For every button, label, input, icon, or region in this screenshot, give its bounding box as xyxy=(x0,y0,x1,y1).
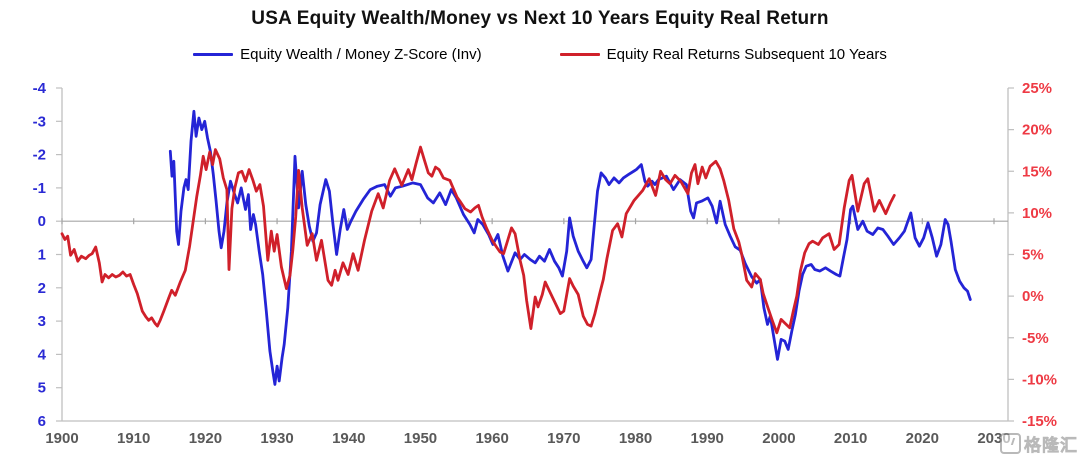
legend-label-zscore: Equity Wealth / Money Z-Score (Inv) xyxy=(240,46,482,63)
x-axis-tick-label: 1930 xyxy=(260,430,293,447)
y-right-tick-label: 5% xyxy=(1022,247,1044,264)
x-axis-tick-label: 2020 xyxy=(906,430,939,447)
gelonghui-logo-icon xyxy=(1000,433,1021,454)
y-right-tick-label: -15% xyxy=(1022,413,1057,430)
x-axis-tick-label: 1950 xyxy=(404,430,437,447)
y-left-tick-label: -1 xyxy=(33,180,46,197)
y-right-tick-label: 15% xyxy=(1022,163,1052,180)
x-axis-tick-label: 1970 xyxy=(547,430,580,447)
y-left-tick-label: -4 xyxy=(33,80,47,97)
y-left-tick-label: 6 xyxy=(38,413,46,430)
legend-item-returns: Equity Real Returns Subsequent 10 Years xyxy=(559,46,887,63)
red-line-swatch-icon xyxy=(559,53,600,56)
y-left-tick-label: 1 xyxy=(38,247,46,264)
legend-item-zscore: Equity Wealth / Money Z-Score (Inv) xyxy=(193,46,482,63)
watermark-text: 格隆汇 xyxy=(1024,436,1078,456)
y-left-tick-label: 2 xyxy=(38,280,46,297)
x-axis-tick-label: 1990 xyxy=(691,430,724,447)
watermark: 格隆汇 xyxy=(1000,431,1078,456)
x-axis-tick-label: 1940 xyxy=(332,430,365,447)
legend: Equity Wealth / Money Z-Score (Inv) Equi… xyxy=(0,46,1080,63)
legend-label-returns: Equity Real Returns Subsequent 10 Years xyxy=(606,46,887,63)
x-axis-tick-label: 2010 xyxy=(834,430,867,447)
y-left-tick-label: 4 xyxy=(38,346,47,363)
x-axis-tick-label: 2000 xyxy=(762,430,795,447)
x-axis-tick-label: 1980 xyxy=(619,430,652,447)
y-right-tick-label: 20% xyxy=(1022,122,1052,139)
y-right-tick-label: 25% xyxy=(1022,80,1052,97)
y-left-tick-label: -3 xyxy=(33,113,46,130)
y-left-tick-label: 0 xyxy=(38,213,46,230)
zscore-line-series xyxy=(168,109,972,386)
x-axis-tick-label: 1920 xyxy=(189,430,222,447)
y-right-tick-label: 0% xyxy=(1022,288,1044,305)
blue-line-swatch-icon xyxy=(193,53,234,56)
real-returns-line-series xyxy=(60,145,896,335)
chart-title: USA Equity Wealth/Money vs Next 10 Years… xyxy=(251,8,829,29)
y-right-tick-label: -5% xyxy=(1022,330,1049,347)
y-right-tick-label: 10% xyxy=(1022,205,1052,222)
y-left-tick-label: 5 xyxy=(38,380,46,397)
x-axis-tick-label: 1960 xyxy=(475,430,508,447)
x-axis-tick-label: 1910 xyxy=(117,430,150,447)
y-left-tick-label: 3 xyxy=(38,313,46,330)
x-axis-tick-label: 1900 xyxy=(45,430,78,447)
y-left-tick-label: -2 xyxy=(33,147,46,164)
y-right-tick-label: -10% xyxy=(1022,371,1057,388)
